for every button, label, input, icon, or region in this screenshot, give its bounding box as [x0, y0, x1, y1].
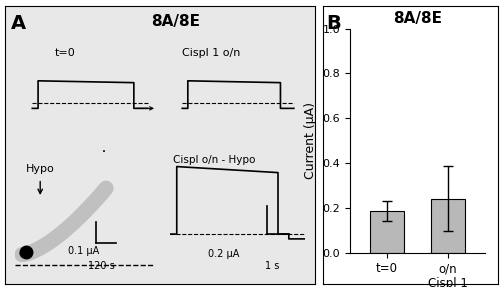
Bar: [370, 211, 404, 253]
Text: 1 s: 1 s: [266, 261, 280, 271]
Y-axis label: Current (μA): Current (μA): [304, 102, 317, 179]
Text: Hypo: Hypo: [26, 164, 54, 174]
Title: 8A/8E: 8A/8E: [393, 11, 442, 26]
Text: Cispl o/n - Hypo: Cispl o/n - Hypo: [172, 154, 255, 164]
Text: A: A: [11, 14, 26, 33]
Text: 1 s: 1 s: [114, 182, 130, 192]
Text: 0.2 µA: 0.2 µA: [208, 249, 239, 259]
Text: Cispl 1 o/n: Cispl 1 o/n: [182, 48, 241, 58]
Bar: [432, 199, 465, 253]
Text: 0.1 µA: 0.1 µA: [68, 246, 100, 256]
Text: t=0: t=0: [54, 48, 75, 58]
Text: 0.2 µA: 0.2 µA: [30, 153, 64, 163]
Text: B: B: [326, 14, 341, 33]
Text: 120 s: 120 s: [88, 261, 115, 271]
Text: 8A/8E: 8A/8E: [151, 14, 200, 29]
